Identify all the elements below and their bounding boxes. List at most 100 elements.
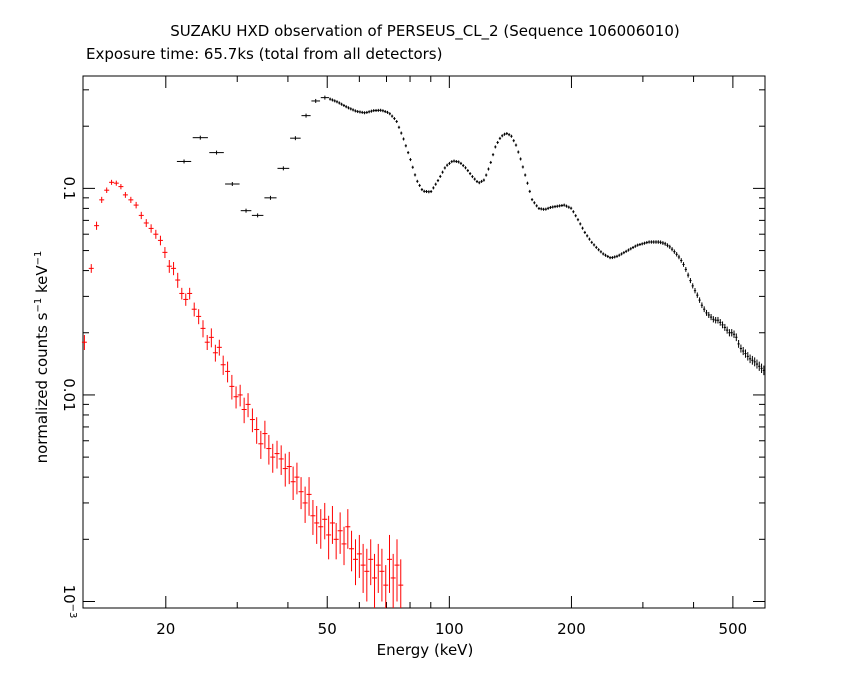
black-data-point — [485, 173, 488, 177]
red-data-point — [183, 293, 189, 306]
black-data-point — [404, 144, 408, 148]
black-data-point — [379, 108, 382, 112]
red-data-point — [326, 515, 332, 560]
black-data-point — [579, 222, 582, 226]
red-data-point — [157, 235, 163, 246]
red-data-point — [286, 451, 292, 485]
black-data-point — [586, 234, 589, 238]
red-data-point — [337, 512, 343, 554]
red-data-point — [225, 361, 231, 383]
black-data-point — [615, 254, 619, 258]
black-data-point — [634, 244, 637, 248]
y-tick-label: 0.01 — [60, 378, 78, 411]
black-data-point — [526, 181, 529, 185]
black-data-point — [551, 205, 554, 209]
black-data-point — [475, 180, 479, 184]
black-data-point — [397, 125, 401, 129]
black-data-point — [423, 189, 426, 193]
red-data-point — [138, 211, 144, 220]
red-data-point — [398, 559, 404, 608]
black-data-point — [517, 150, 520, 154]
black-data-point — [331, 98, 334, 102]
black-data-point — [643, 241, 646, 245]
black-data-point — [650, 240, 653, 244]
black-data-point — [742, 346, 745, 356]
black-data-point — [400, 131, 403, 135]
black-data-point — [657, 240, 660, 244]
black-data-point — [714, 317, 717, 324]
black-data-point — [620, 252, 623, 256]
red-data-point — [282, 453, 288, 487]
black-data-point — [608, 256, 612, 260]
y-tick-label: 0.1 — [60, 176, 78, 200]
black-data-point — [569, 206, 573, 210]
black-data-point — [455, 159, 458, 163]
y-tick-label: 10−3 — [60, 585, 78, 619]
black-data-point — [411, 165, 414, 169]
black-data-point — [553, 205, 557, 209]
black-data-point — [592, 243, 596, 247]
red-data-point — [372, 553, 378, 608]
red-data-point — [322, 502, 328, 540]
red-data-point — [187, 287, 193, 300]
black-data-point — [751, 355, 754, 365]
black-data-point — [443, 166, 447, 170]
black-data-bin — [311, 98, 321, 103]
red-data-point — [262, 420, 268, 449]
x-tick-label: 50 — [318, 620, 337, 638]
red-data-point — [245, 393, 251, 418]
black-data-point — [744, 349, 747, 358]
black-data-point — [374, 108, 378, 112]
black-data-point — [590, 240, 593, 244]
red-data-point — [383, 565, 389, 608]
black-data-point — [386, 110, 389, 114]
red-data-point — [113, 180, 119, 186]
black-data-point — [530, 198, 534, 202]
red-data-point — [94, 221, 100, 230]
red-data-point — [360, 543, 366, 593]
black-data-bin — [290, 136, 301, 141]
black-data-point — [533, 201, 536, 205]
black-data-bin — [192, 135, 208, 140]
black-data-bin — [277, 166, 290, 171]
black-data-point — [358, 110, 362, 114]
black-data-bin — [225, 182, 240, 187]
black-data-point — [760, 363, 763, 374]
black-data-point — [631, 245, 635, 249]
series-red — [81, 179, 404, 608]
black-data-bin — [209, 150, 224, 155]
red-data-point — [318, 509, 324, 549]
black-data-point — [546, 206, 550, 210]
red-data-point — [212, 344, 218, 362]
black-data-point — [388, 112, 391, 116]
black-data-point — [707, 311, 710, 318]
black-data-point — [682, 262, 685, 267]
black-data-bin — [240, 208, 252, 213]
black-data-point — [361, 110, 364, 114]
black-data-point — [661, 241, 665, 245]
black-data-point — [489, 160, 492, 164]
black-data-point — [416, 179, 419, 183]
black-data-point — [521, 165, 525, 169]
black-data-bin — [301, 113, 311, 118]
chart-title: SUZAKU HXD observation of PERSEUS_CL_2 (… — [170, 22, 680, 40]
black-data-point — [413, 173, 417, 177]
black-data-point — [494, 145, 497, 149]
red-data-point — [290, 466, 296, 500]
black-data-point — [459, 161, 463, 165]
black-data-point — [418, 183, 421, 187]
black-data-point — [507, 133, 511, 137]
black-data-point — [762, 365, 765, 376]
black-data-point — [703, 306, 706, 313]
black-data-point — [395, 120, 398, 124]
black-data-point — [452, 159, 456, 163]
red-data-point — [368, 539, 374, 586]
black-data-point — [595, 245, 598, 249]
black-data-point — [407, 151, 410, 155]
black-data-bin — [176, 159, 192, 164]
black-data-point — [468, 172, 472, 176]
black-data-point — [448, 161, 451, 165]
red-data-point — [179, 287, 185, 300]
black-data-point — [746, 352, 749, 361]
red-data-point — [241, 397, 247, 424]
